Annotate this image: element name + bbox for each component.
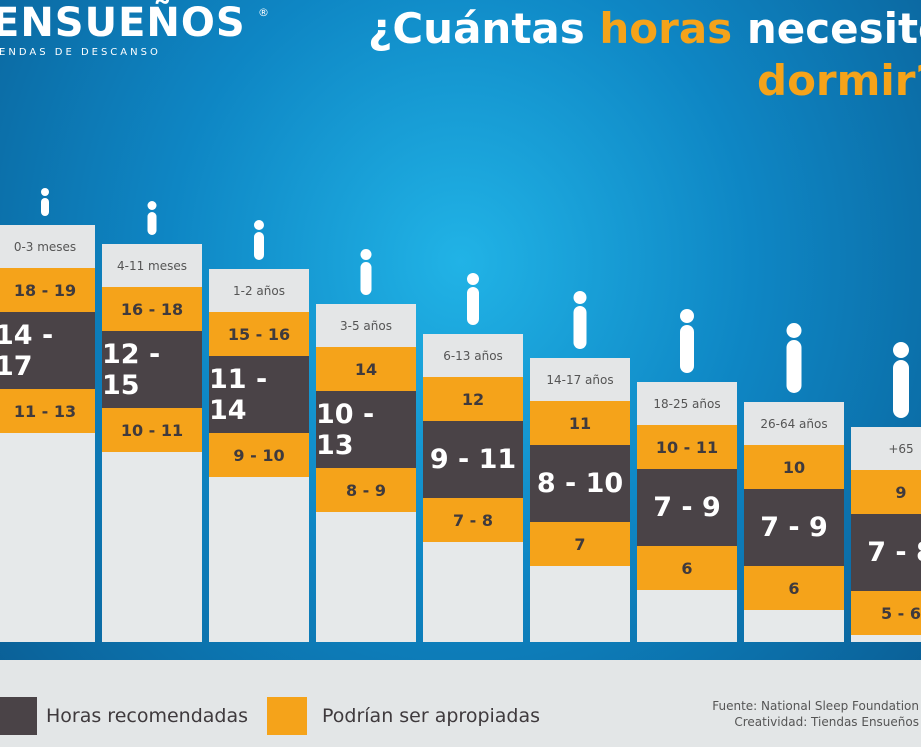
upper-range: 10 bbox=[744, 445, 844, 489]
person-icon bbox=[41, 188, 49, 216]
upper-range: 11 bbox=[530, 401, 630, 445]
lower-range: 9 - 10 bbox=[209, 433, 309, 477]
source-line: Creatividad: Tiendas Ensueños bbox=[734, 715, 919, 729]
legend-label: Podrían ser apropiadas bbox=[322, 705, 541, 727]
source: Fuente: National Sleep Foundation Creati… bbox=[712, 698, 919, 730]
person-icon bbox=[467, 273, 479, 325]
recommended-range: 12 - 15 bbox=[102, 331, 202, 408]
lower-range: 5 - 6 bbox=[851, 591, 921, 635]
legend-swatch bbox=[0, 697, 37, 735]
upper-range: 18 - 19 bbox=[0, 268, 95, 312]
lower-range: 7 - 8 bbox=[423, 498, 523, 542]
age-column: 6-13 años 12 9 - 11 7 - 8 bbox=[423, 334, 523, 642]
age-column: 0-3 meses 18 - 19 14 - 17 11 - 13 bbox=[0, 225, 95, 642]
upper-range: 12 bbox=[423, 377, 523, 421]
upper-range: 16 - 18 bbox=[102, 287, 202, 331]
age-label: 26-64 años bbox=[744, 402, 844, 445]
recommended-range: 11 - 14 bbox=[209, 356, 309, 433]
age-column: 1-2 años 15 - 16 11 - 14 9 - 10 bbox=[209, 269, 309, 642]
person-icon bbox=[786, 323, 802, 393]
lower-range: 6 bbox=[744, 566, 844, 610]
recommended-range: 7 - 9 bbox=[637, 469, 737, 546]
lower-range: 6 bbox=[637, 546, 737, 590]
person-icon bbox=[254, 220, 264, 260]
footer: Horas recomendadas Podrían ser apropiada… bbox=[0, 660, 921, 747]
person-icon bbox=[147, 201, 157, 235]
recommended-range: 10 - 13 bbox=[316, 391, 416, 468]
lower-range: 10 - 11 bbox=[102, 408, 202, 452]
upper-range: 10 - 11 bbox=[637, 425, 737, 469]
age-label: 0-3 meses bbox=[0, 225, 95, 268]
legend-label: Horas recomendadas bbox=[46, 705, 249, 727]
age-label: 18-25 años bbox=[637, 382, 737, 425]
person-icon bbox=[893, 342, 909, 418]
age-column: 14-17 años 11 8 - 10 7 bbox=[530, 358, 630, 642]
title: ¿Cuántas horas necesito bbox=[368, 4, 921, 53]
recommended-range: 14 - 17 bbox=[0, 312, 95, 389]
recommended-range: 9 - 11 bbox=[423, 421, 523, 498]
upper-range: 14 bbox=[316, 347, 416, 391]
age-label: 4-11 meses bbox=[102, 244, 202, 287]
brand: ENSUEÑOS bbox=[0, 0, 246, 46]
upper-range: 9 bbox=[851, 470, 921, 514]
legend-swatch bbox=[267, 697, 307, 735]
title-highlight: horas bbox=[599, 4, 733, 53]
person-icon bbox=[573, 291, 587, 349]
age-label: 1-2 años bbox=[209, 269, 309, 312]
recommended-range: 8 - 10 bbox=[530, 445, 630, 522]
source-line: Fuente: National Sleep Foundation bbox=[712, 699, 919, 713]
tagline: TIENDAS DE DESCANSO bbox=[0, 47, 161, 58]
registered: ® bbox=[258, 6, 269, 19]
lower-range: 8 - 9 bbox=[316, 468, 416, 512]
age-label: +65 bbox=[851, 427, 921, 470]
title-line2: dormir? bbox=[757, 56, 921, 105]
person-icon bbox=[680, 309, 694, 373]
recommended-range: 7 - 8 bbox=[851, 514, 921, 591]
person-icon bbox=[360, 249, 372, 295]
age-column: 4-11 meses 16 - 18 12 - 15 10 - 11 bbox=[102, 244, 202, 642]
age-label: 6-13 años bbox=[423, 334, 523, 377]
age-column: 3-5 años 14 10 - 13 8 - 9 bbox=[316, 304, 416, 642]
recommended-range: 7 - 9 bbox=[744, 489, 844, 566]
upper-range: 15 - 16 bbox=[209, 312, 309, 356]
lower-range: 7 bbox=[530, 522, 630, 566]
lower-range: 11 - 13 bbox=[0, 389, 95, 433]
title-text: ¿Cuántas bbox=[368, 4, 585, 53]
title-text: necesito bbox=[746, 4, 921, 53]
age-label: 14-17 años bbox=[530, 358, 630, 401]
age-label: 3-5 años bbox=[316, 304, 416, 347]
